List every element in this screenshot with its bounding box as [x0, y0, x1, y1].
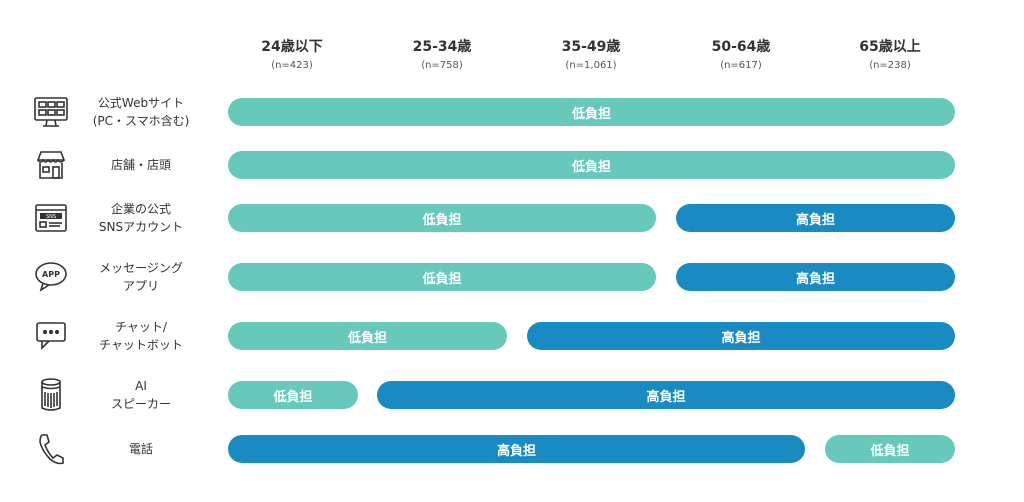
channel-row: AI スピーカー 低負担 高負担 — [0, 365, 1024, 425]
channel-label-line: (PC・スマホ含む) — [92, 114, 190, 128]
channel-label-line: 店舗・店頭 — [110, 158, 171, 172]
channel-row: APP メッセージング アプリ 低負担 高負担 — [0, 247, 1024, 307]
channel-label-line: メッセージング — [99, 261, 183, 275]
monitor-icon — [32, 93, 70, 131]
column-age-label: 50-64歳 — [711, 39, 771, 55]
high-burden-bar: 高負担 — [228, 435, 805, 463]
channel-label-line: SNSアカウント — [98, 220, 184, 234]
column-age-label: 25-34歳 — [412, 39, 472, 55]
low-burden-bar: 低負担 — [228, 98, 955, 126]
column-header: 24歳以下 (n=423) — [232, 38, 352, 72]
column-age-label: 65歳以上 — [859, 39, 921, 55]
channel-label: 電話 — [76, 440, 206, 458]
column-sample-size: (n=1,061) — [565, 60, 617, 71]
channel-label-line: 公式Webサイト — [97, 96, 185, 110]
phone-icon — [32, 430, 70, 468]
channel-row: 店舗・店頭 低負担 — [0, 135, 1024, 195]
channel-label-line: チャット/ — [115, 320, 167, 334]
column-sample-size: (n=238) — [869, 60, 911, 71]
low-burden-bar: 低負担 — [228, 381, 358, 409]
channel-label-line: 企業の公式 — [110, 202, 171, 216]
channel-label-line: AI — [135, 379, 147, 393]
channel-label-line: スピーカー — [110, 397, 171, 411]
low-burden-bar: 低負担 — [228, 322, 507, 350]
channel-row: チャット/チャットボット 低負担 高負担 — [0, 306, 1024, 366]
channel-label: チャット/チャットボット — [76, 318, 206, 354]
channel-label: 公式Webサイト (PC・スマホ含む) — [76, 94, 206, 130]
channel-label-line: 電話 — [128, 442, 153, 456]
high-burden-bar: 高負担 — [676, 263, 955, 291]
channel-label: メッセージング アプリ — [76, 259, 206, 295]
channel-label: 企業の公式 SNSアカウント — [76, 200, 206, 236]
chat-bubble-icon — [32, 317, 70, 355]
low-burden-bar: 低負担 — [825, 435, 955, 463]
high-burden-bar: 高負担 — [676, 204, 955, 232]
low-burden-bar: 低負担 — [228, 263, 656, 291]
channel-label: AI スピーカー — [76, 377, 206, 413]
column-sample-size: (n=758) — [421, 60, 463, 71]
column-sample-size: (n=423) — [271, 60, 313, 71]
column-sample-size: (n=617) — [720, 60, 762, 71]
column-header: 25-34歳 (n=758) — [382, 38, 502, 72]
smart-speaker-icon — [32, 376, 70, 414]
channel-row: 公式Webサイト (PC・スマホ含む) 低負担 — [0, 82, 1024, 142]
channel-row: SNS 企業の公式 SNSアカウント 低負担 高負担 — [0, 188, 1024, 248]
high-burden-bar: 高負担 — [377, 381, 955, 409]
high-burden-bar: 高負担 — [527, 322, 955, 350]
svg-text:APP: APP — [42, 270, 60, 279]
column-header: 65歳以上 (n=238) — [830, 38, 950, 72]
column-age-label: 35-49歳 — [561, 39, 621, 55]
low-burden-bar: 低負担 — [228, 204, 656, 232]
column-header: 35-49歳 (n=1,061) — [531, 38, 651, 72]
channel-label: 店舗・店頭 — [76, 156, 206, 174]
svg-text:SNS: SNS — [46, 214, 56, 220]
low-burden-bar: 低負担 — [228, 151, 955, 179]
sns-browser-icon: SNS — [32, 199, 70, 237]
channel-row: 電話 高負担 低負担 — [0, 419, 1024, 479]
column-age-label: 24歳以下 — [261, 39, 323, 55]
storefront-icon — [32, 146, 70, 184]
channel-label-line: チャットボット — [99, 338, 183, 352]
channel-label-line: アプリ — [122, 279, 159, 293]
app-speech-bubble-icon: APP — [32, 258, 70, 296]
column-header: 50-64歳 (n=617) — [681, 38, 801, 72]
